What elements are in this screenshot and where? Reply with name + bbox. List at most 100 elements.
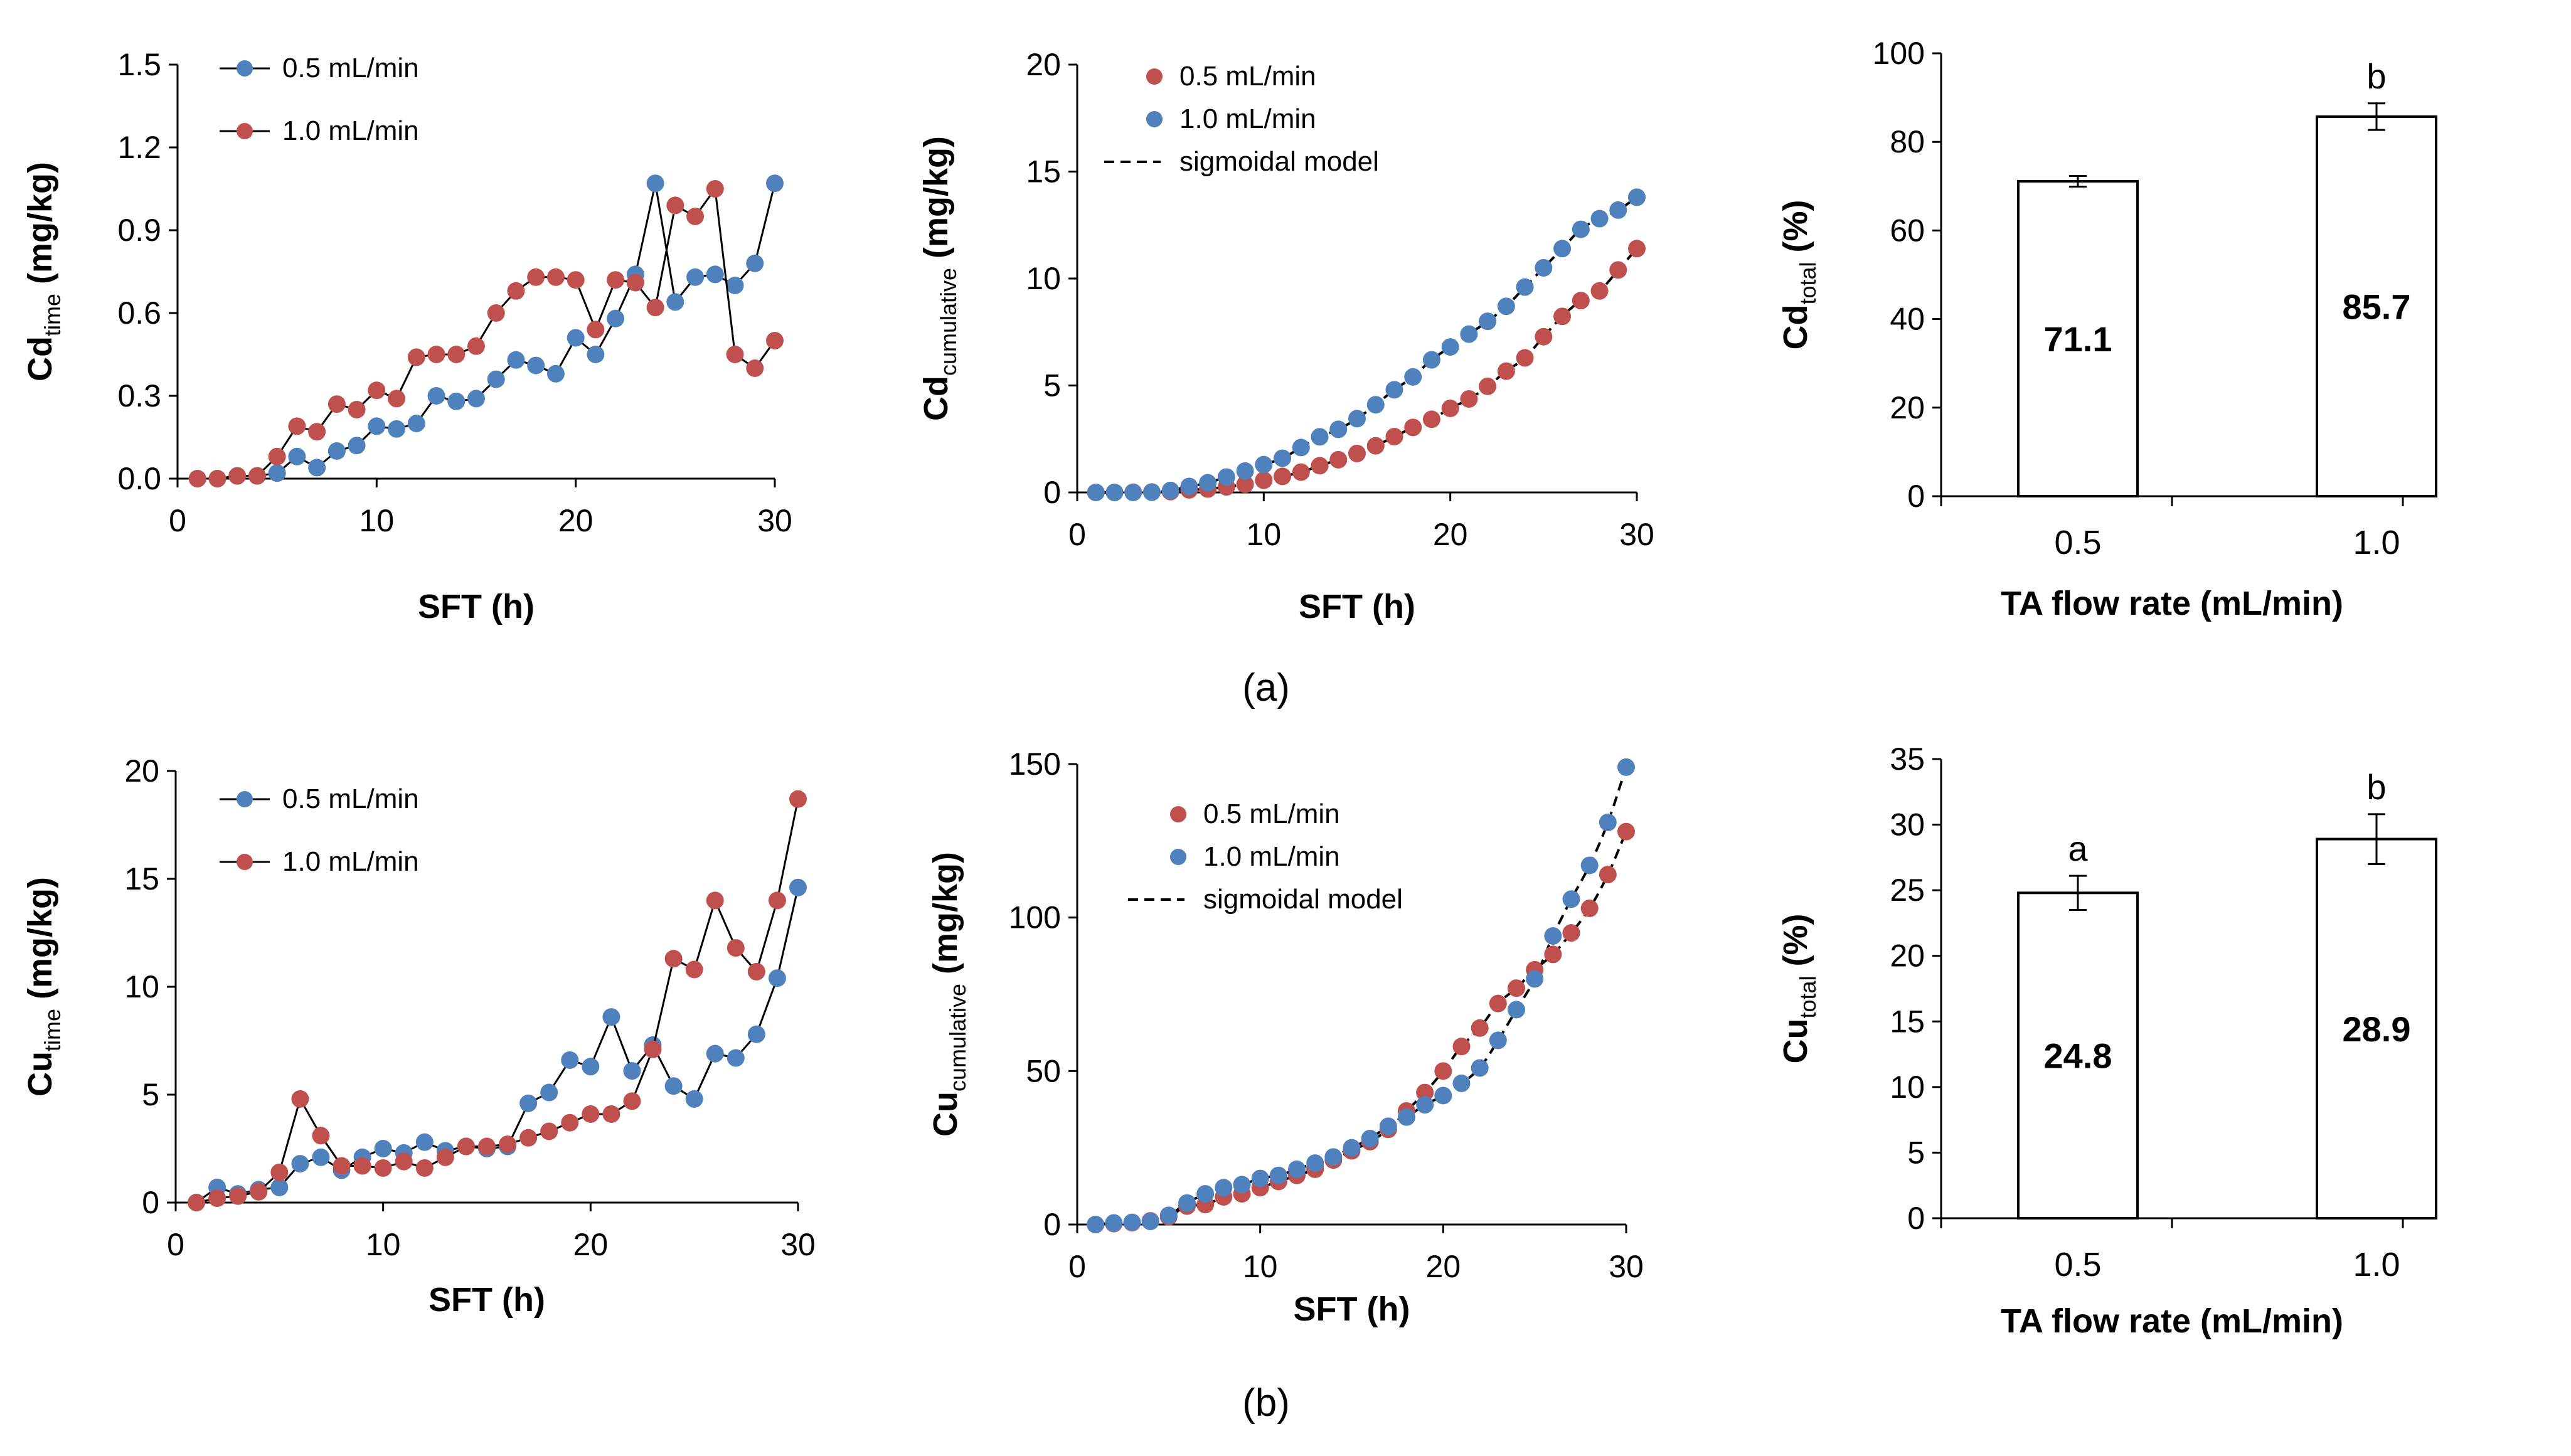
data-point — [1236, 476, 1254, 494]
data-point — [567, 271, 585, 289]
x-tick-label: 20 — [573, 1227, 609, 1262]
data-point — [1452, 1074, 1471, 1092]
data-point — [1311, 457, 1329, 475]
sigmoidal-model-curve — [1095, 196, 1638, 494]
data-point — [626, 274, 644, 292]
data-point — [664, 950, 683, 968]
y-axis-title-subscript: total — [1795, 262, 1821, 304]
x-tick-label: 30 — [1609, 1249, 1644, 1284]
y-tick-label: 20 — [1026, 47, 1061, 82]
data-point — [457, 1137, 475, 1156]
data-point — [582, 1058, 600, 1076]
y-tick-label: 40 — [1890, 302, 1925, 337]
data-point — [1255, 471, 1273, 489]
data-point — [312, 1148, 330, 1166]
x-axis-title: SFT (h) — [1294, 1290, 1410, 1328]
data-point — [348, 437, 366, 455]
data-point — [1572, 292, 1590, 310]
data-point — [1348, 410, 1366, 428]
data-point — [1142, 483, 1161, 501]
data-point — [1479, 377, 1497, 395]
y-axis-title-subscript: time — [40, 1009, 65, 1051]
data-point — [1215, 1179, 1233, 1197]
data-point — [1544, 945, 1562, 964]
data-point — [507, 282, 525, 300]
data-point — [1580, 899, 1599, 917]
data-point — [208, 1189, 226, 1208]
data-point — [567, 329, 585, 347]
data-point — [1590, 282, 1609, 300]
bar — [2017, 180, 2139, 497]
legend-marker — [1146, 111, 1163, 127]
chart-cu-total: 0 5 10 15 20 25 30 35 24.8 a 0.5 28.9 b 1.0 TA flow ra… — [1777, 741, 2437, 1340]
legend-marker — [237, 60, 253, 77]
y-axis-title-main: Cu — [21, 1051, 59, 1097]
x-tick-label: 20 — [1433, 517, 1468, 552]
data-point — [1422, 351, 1440, 369]
data-point — [368, 381, 386, 400]
data-point — [1123, 1213, 1141, 1231]
y-tick-label: 150 — [1009, 747, 1061, 782]
data-point — [1217, 468, 1235, 486]
data-point — [789, 878, 807, 896]
data-point — [686, 208, 705, 225]
data-point — [1452, 1038, 1471, 1056]
data-point — [546, 268, 565, 286]
data-point — [527, 356, 545, 375]
data-point — [1580, 856, 1599, 874]
data-point — [415, 1159, 434, 1177]
data-point — [312, 1127, 330, 1145]
data-point — [1161, 481, 1179, 499]
data-point — [727, 939, 745, 957]
y-axis-title-main: Cd — [1777, 305, 1814, 350]
sigmoidal-model-curve — [1095, 831, 1627, 1226]
data-point — [1489, 1031, 1507, 1049]
data-point — [1535, 327, 1553, 346]
data-point — [666, 293, 684, 311]
data-point — [747, 1025, 765, 1043]
data-point — [519, 1094, 538, 1112]
data-point — [646, 299, 664, 317]
series-line — [196, 799, 799, 1204]
data-point — [727, 1049, 745, 1067]
legend-label: sigmoidal model — [1203, 884, 1403, 915]
data-point — [1087, 1216, 1105, 1233]
data-point — [582, 1105, 600, 1123]
y-axis-title: Cucumulative (mg/kg) — [927, 852, 971, 1137]
significance-letter: b — [2366, 767, 2386, 807]
legend-label: 0.5 mL/min — [282, 784, 419, 814]
data-point — [1553, 240, 1572, 258]
data-point — [664, 1077, 683, 1095]
x-tick-label: 0.5 — [2054, 1246, 2101, 1283]
y-tick-label: 15 — [1026, 154, 1061, 189]
legend-label: 0.5 mL/min — [1179, 61, 1316, 92]
x-tick-label: 0 — [1068, 1249, 1086, 1284]
data-point — [374, 1140, 392, 1157]
data-point — [228, 467, 247, 485]
data-point — [268, 447, 286, 465]
legend-marker — [237, 791, 253, 807]
data-point — [685, 960, 703, 979]
y-axis-title: Cdtotal (%) — [1777, 199, 1821, 349]
data-point — [1255, 455, 1273, 474]
y-axis-title-subscript: cumulative — [935, 268, 961, 376]
data-point — [353, 1157, 371, 1175]
data-point — [288, 417, 306, 435]
data-point — [288, 447, 306, 465]
data-point — [229, 1187, 247, 1205]
data-point — [427, 346, 445, 363]
data-point — [1460, 325, 1478, 343]
data-point — [706, 265, 724, 284]
data-point — [308, 423, 326, 441]
data-point — [1329, 450, 1348, 469]
data-point — [291, 1090, 309, 1108]
data-point — [1508, 1001, 1525, 1019]
data-point — [1471, 1019, 1489, 1037]
x-axis-title: TA flow rate (mL/min) — [2001, 585, 2343, 622]
data-point — [623, 1062, 641, 1080]
data-point — [587, 321, 605, 339]
data-point — [1087, 484, 1105, 501]
y-tick-label: 0.3 — [117, 378, 161, 413]
data-point — [1105, 484, 1124, 501]
sigmoidal-model-curve — [1095, 767, 1627, 1226]
